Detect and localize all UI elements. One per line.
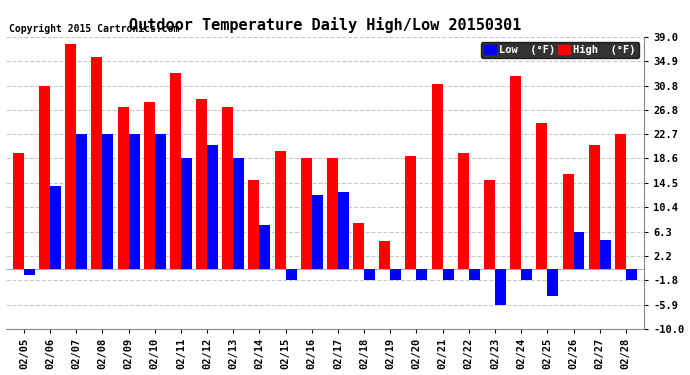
- Bar: [353, 223, 364, 270]
- Bar: [248, 180, 259, 270]
- Bar: [547, 270, 558, 296]
- Bar: [562, 174, 573, 270]
- Bar: [443, 270, 453, 280]
- Legend: Low  (°F), High  (°F): Low (°F), High (°F): [481, 42, 639, 58]
- Bar: [469, 270, 480, 280]
- Bar: [615, 134, 626, 270]
- Bar: [102, 134, 113, 270]
- Bar: [196, 99, 207, 270]
- Bar: [458, 153, 469, 270]
- Bar: [259, 225, 270, 270]
- Bar: [155, 134, 166, 270]
- Bar: [13, 153, 24, 270]
- Bar: [589, 146, 600, 270]
- Text: Copyright 2015 Cartronics.com: Copyright 2015 Cartronics.com: [9, 24, 179, 34]
- Bar: [495, 270, 506, 305]
- Bar: [536, 123, 547, 270]
- Bar: [406, 156, 417, 270]
- Bar: [432, 84, 443, 270]
- Bar: [66, 44, 76, 270]
- Bar: [24, 270, 35, 276]
- Bar: [233, 159, 244, 270]
- Bar: [626, 270, 637, 280]
- Bar: [327, 159, 338, 270]
- Bar: [301, 159, 312, 270]
- Bar: [76, 134, 87, 270]
- Bar: [275, 152, 286, 270]
- Bar: [484, 180, 495, 270]
- Bar: [391, 270, 402, 280]
- Bar: [338, 192, 349, 270]
- Bar: [312, 195, 323, 270]
- Bar: [600, 240, 611, 270]
- Bar: [91, 57, 102, 270]
- Bar: [39, 86, 50, 270]
- Bar: [170, 72, 181, 270]
- Bar: [286, 270, 297, 280]
- Bar: [521, 270, 532, 280]
- Title: Outdoor Temperature Daily High/Low 20150301: Outdoor Temperature Daily High/Low 20150…: [128, 17, 521, 33]
- Bar: [417, 270, 428, 280]
- Bar: [207, 146, 218, 270]
- Bar: [117, 107, 128, 270]
- Bar: [380, 241, 391, 270]
- Bar: [128, 134, 139, 270]
- Bar: [364, 270, 375, 280]
- Bar: [181, 159, 192, 270]
- Bar: [50, 186, 61, 270]
- Bar: [144, 102, 155, 270]
- Bar: [222, 107, 233, 270]
- Bar: [573, 232, 584, 270]
- Bar: [510, 75, 521, 270]
